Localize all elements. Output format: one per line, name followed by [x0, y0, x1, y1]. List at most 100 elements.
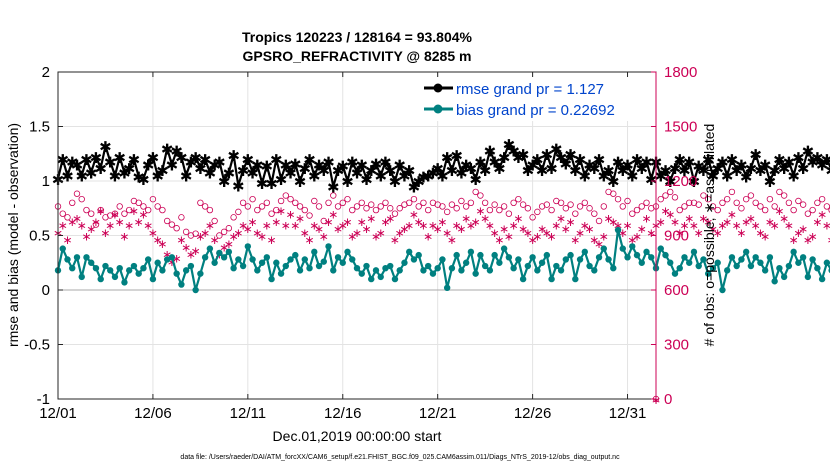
bias-point — [116, 265, 123, 272]
bias-point — [140, 265, 147, 272]
obs-assimilated-point: ∗ — [167, 255, 177, 269]
obs-possible-point — [140, 203, 147, 210]
obs-assimilated-point: ∗ — [271, 215, 281, 229]
bias-point — [795, 259, 802, 266]
obs-assimilated-point: ∗ — [361, 222, 371, 236]
obs-possible-point — [178, 214, 185, 221]
obs-possible-point — [776, 188, 783, 196]
obs-assimilated-point: ∗ — [722, 215, 732, 229]
obs-possible-point — [358, 199, 365, 206]
bias-point — [277, 270, 285, 277]
obs-assimilated-point: ∗ — [385, 211, 395, 225]
bias-point — [567, 251, 574, 259]
bias-point — [676, 265, 683, 272]
rmse-point: ✱ — [806, 153, 819, 171]
obs-assimilated-point: ∗ — [480, 211, 490, 225]
rmse-point: ✱ — [389, 173, 402, 191]
legend: rmse grand pr = 1.127 bias grand pr = 0.… — [418, 77, 652, 121]
bias-point — [799, 254, 807, 261]
bias-point — [472, 270, 479, 277]
bias-point — [576, 256, 584, 263]
y-tick-label: -1 — [37, 391, 50, 408]
bias-point — [325, 243, 332, 250]
bias-point — [102, 262, 109, 270]
rmse-point: ✱ — [417, 169, 430, 187]
obs-assimilated-point: ∗ — [262, 219, 272, 233]
bias-point — [752, 254, 759, 261]
obs-assimilated-point: ∗ — [684, 211, 694, 225]
obs-possible-point — [572, 210, 579, 217]
bias-point — [510, 265, 517, 272]
rmse-point: ✱ — [541, 146, 554, 164]
obs-assimilated-point: ∗ — [755, 226, 765, 240]
obs-possible-point — [192, 230, 199, 237]
obs-possible-point — [330, 192, 337, 199]
obs-possible-point — [695, 201, 702, 208]
bias-point — [239, 262, 247, 270]
rmse-point: ✱ — [327, 178, 340, 196]
obs-possible-point — [149, 195, 157, 203]
obs-possible-point — [353, 203, 361, 210]
bias-point — [206, 245, 214, 252]
rmse-point: ✱ — [213, 153, 226, 171]
y-right-tick-label: 900 — [664, 228, 689, 245]
y-tick-label: 1.5 — [29, 119, 50, 136]
bias-point — [719, 286, 726, 294]
obs-assimilated-point: ∗ — [176, 233, 186, 247]
obs-possible-point — [244, 203, 252, 210]
obs-possible-point — [144, 206, 152, 214]
obs-assimilated-point: ∗ — [100, 226, 110, 240]
obs-assimilated-point: ∗ — [319, 230, 329, 244]
obs-assimilated-point: ∗ — [456, 222, 466, 236]
rmse-point: ✱ — [166, 157, 179, 175]
rmse-point: ✱ — [313, 157, 326, 175]
legend-rmse-marker — [433, 83, 443, 93]
rmse-point: ✱ — [398, 168, 411, 186]
obs-assimilated-point: ∗ — [390, 233, 400, 247]
obs-possible-point — [662, 192, 669, 199]
obs-possible-point — [258, 203, 266, 210]
obs-assimilated-point: ∗ — [91, 215, 101, 229]
bias-point — [168, 254, 176, 261]
bias-point — [624, 254, 631, 261]
bias-point — [182, 267, 190, 274]
obs-possible-point — [344, 195, 351, 203]
rmse-point: ✱ — [270, 151, 283, 169]
bias-point — [320, 258, 327, 265]
bias-point — [396, 267, 403, 274]
obs-possible-point — [524, 205, 532, 212]
bias-point — [690, 248, 698, 256]
bias-point — [662, 251, 669, 259]
obs-assimilated-point: ∗ — [466, 219, 476, 233]
rmse-point: ✱ — [109, 168, 122, 186]
rmse-point: ✱ — [99, 138, 112, 156]
obs-assimilated-point: ∗ — [670, 215, 680, 229]
obs-assimilated-point: ∗ — [72, 211, 82, 225]
obs-possible-point — [315, 203, 323, 210]
obs-possible-point — [686, 199, 693, 206]
bias-point — [600, 245, 607, 252]
bias-point — [733, 262, 740, 270]
bias-point — [334, 254, 342, 261]
obs-possible-point — [828, 207, 830, 213]
bias-point — [742, 248, 750, 256]
rmse-point: ✱ — [469, 171, 482, 189]
obs-possible-point — [719, 199, 726, 206]
obs-assimilated-point: ∗ — [504, 230, 514, 244]
obs-assimilated-point: ∗ — [191, 244, 201, 258]
bias-point — [130, 262, 138, 270]
bias-point — [667, 259, 674, 266]
bias-point — [268, 275, 275, 283]
rmse-point: ✱ — [626, 168, 639, 186]
obs-possible-point — [766, 195, 774, 203]
obs-assimilated-point: ∗ — [276, 204, 286, 218]
y-right-tick-label: 300 — [664, 337, 689, 354]
obs-assimilated-point: ∗ — [817, 208, 827, 222]
obs-possible-point — [135, 199, 142, 206]
x-tick-label: 12/16 — [324, 405, 362, 422]
rmse-point: ✱ — [199, 151, 212, 169]
obs-possible-point — [529, 214, 536, 221]
obs-assimilated-point: ∗ — [433, 222, 443, 236]
obs-assimilated-point: ∗ — [119, 230, 129, 244]
obs-assimilated-point: ∗ — [627, 233, 637, 247]
